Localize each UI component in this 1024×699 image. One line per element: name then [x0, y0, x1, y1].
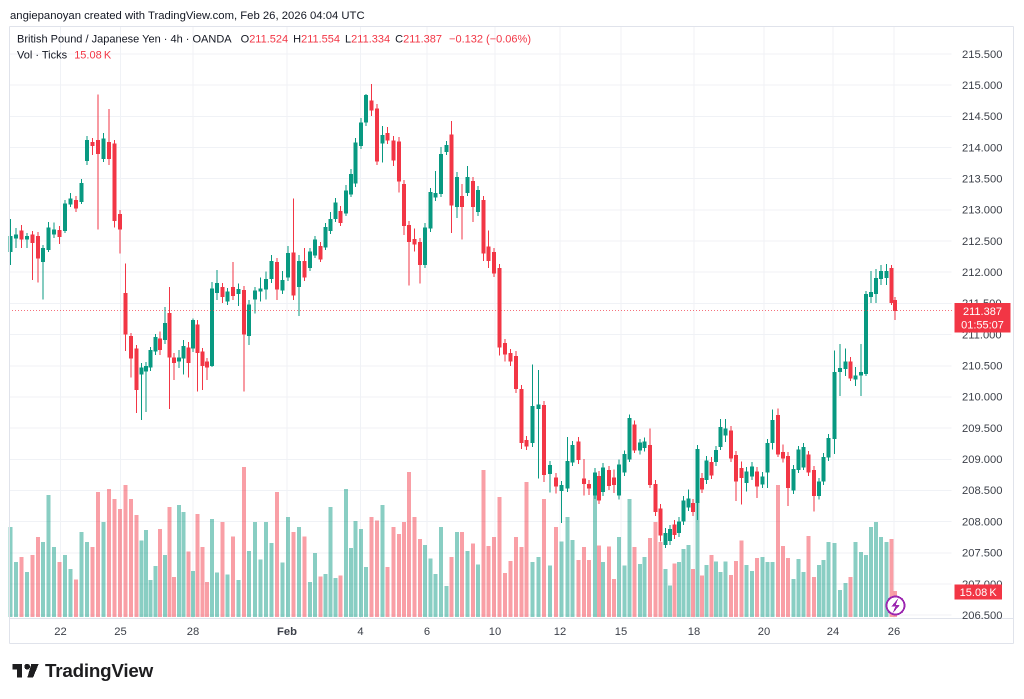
svg-text:22: 22	[54, 626, 66, 638]
svg-text:212.500: 212.500	[962, 236, 1002, 248]
svg-text:25: 25	[114, 626, 126, 638]
svg-text:210.000: 210.000	[962, 392, 1002, 404]
svg-text:214.000: 214.000	[962, 142, 1002, 154]
svg-text:212.000: 212.000	[962, 267, 1002, 279]
svg-text:208.500: 208.500	[962, 485, 1002, 497]
svg-text:20: 20	[758, 626, 770, 638]
svg-text:6: 6	[424, 626, 430, 638]
svg-text:215.000: 215.000	[962, 80, 1002, 92]
svg-text:British Pound / Japanese Yen ·: British Pound / Japanese Yen · 4h · OAND…	[17, 34, 531, 46]
svg-text:Feb: Feb	[277, 626, 297, 638]
svg-text:213.500: 213.500	[962, 174, 1002, 186]
svg-text:211.387: 211.387	[963, 306, 1002, 318]
svg-text:214.500: 214.500	[962, 111, 1002, 123]
svg-text:209.000: 209.000	[962, 454, 1002, 466]
svg-text:208.000: 208.000	[962, 516, 1002, 528]
svg-text:210.500: 210.500	[962, 361, 1002, 373]
svg-text:01:55:07: 01:55:07	[961, 320, 1004, 332]
svg-text:4: 4	[357, 626, 363, 638]
svg-text:Vol · Ticks 15.08 K: Vol · Ticks 15.08 K	[17, 50, 112, 62]
svg-text:26: 26	[888, 626, 900, 638]
svg-text:12: 12	[554, 626, 566, 638]
svg-text:15.08 K: 15.08 K	[960, 587, 998, 599]
svg-text:28: 28	[187, 626, 199, 638]
svg-text:209.500: 209.500	[962, 423, 1002, 435]
svg-text:24: 24	[827, 626, 839, 638]
svg-text:206.500: 206.500	[962, 610, 1002, 622]
svg-text:15: 15	[615, 626, 627, 638]
svg-text:angiepanoyan created with Trad: angiepanoyan created with TradingView.co…	[10, 10, 365, 22]
svg-text:213.000: 213.000	[962, 205, 1002, 217]
svg-text:207.500: 207.500	[962, 548, 1002, 560]
svg-text:215.500: 215.500	[962, 49, 1002, 61]
svg-text:TradingView: TradingView	[45, 660, 154, 681]
svg-text:10: 10	[489, 626, 501, 638]
svg-text:18: 18	[688, 626, 700, 638]
